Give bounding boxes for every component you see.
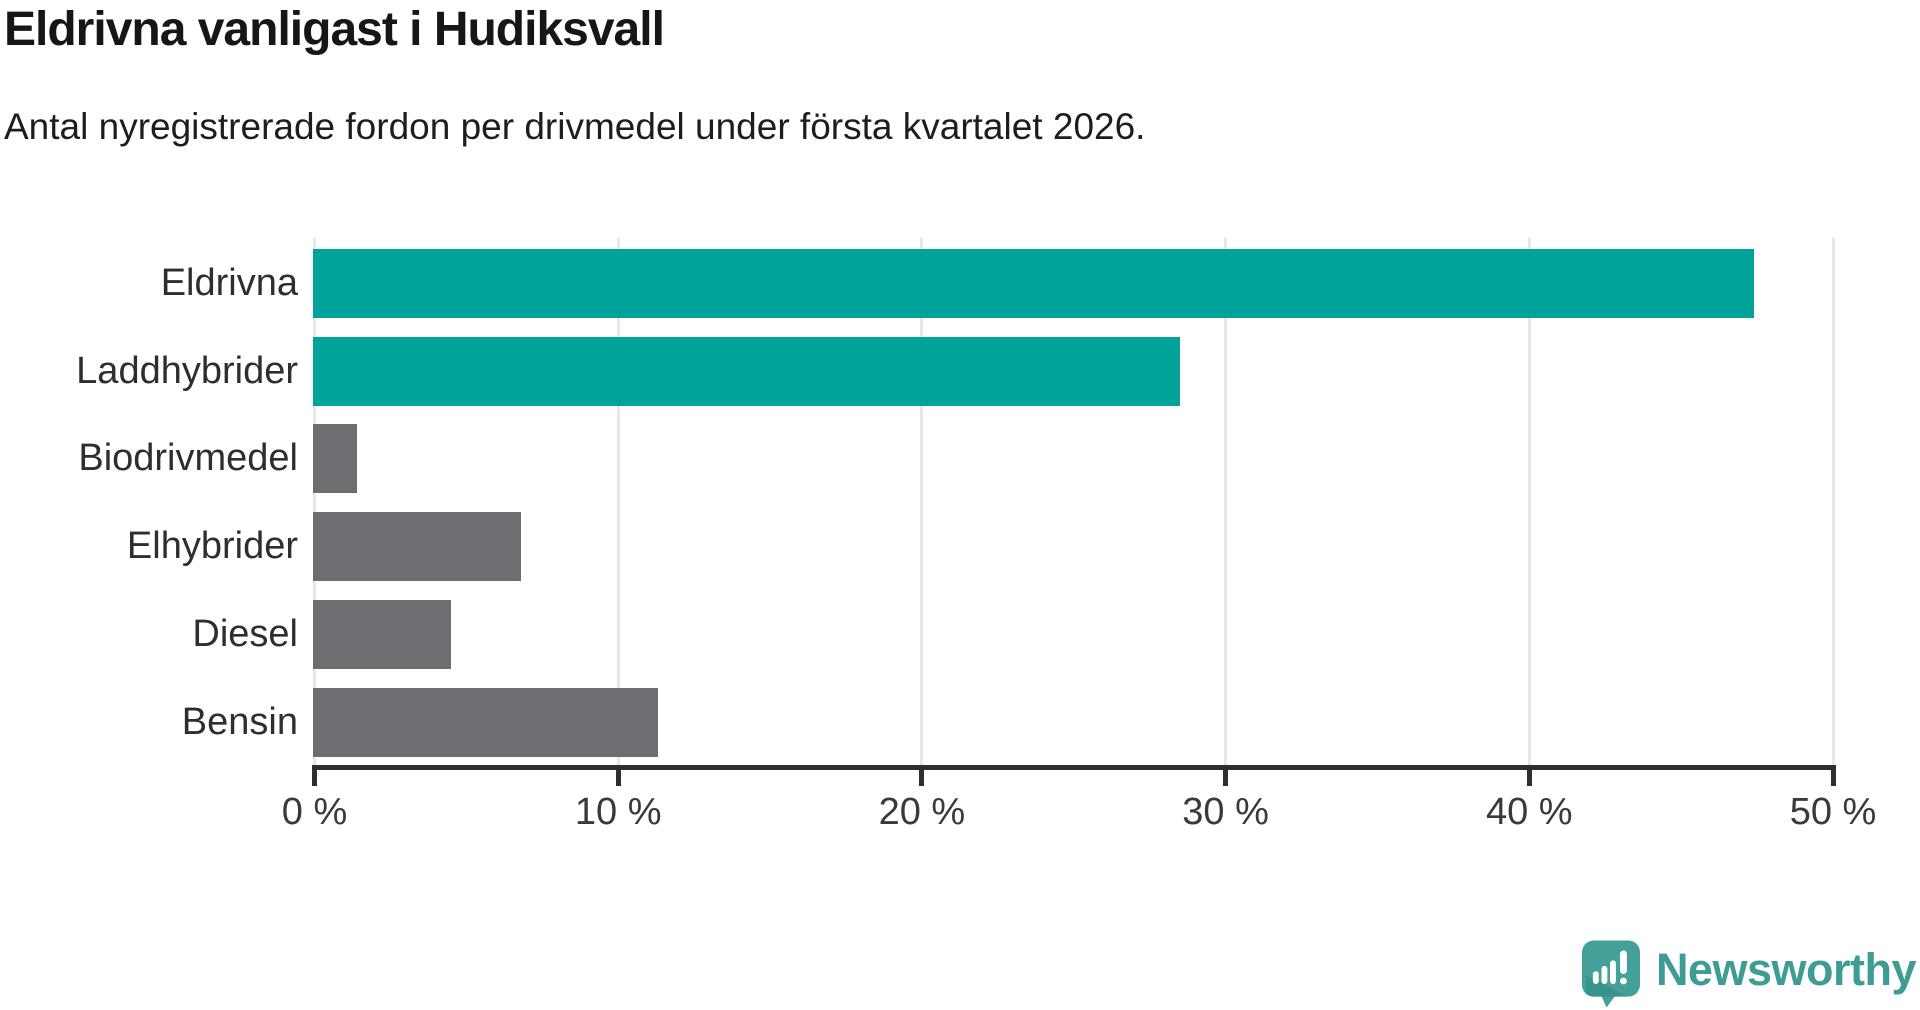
newsworthy-logo-text: Newsworthy — [1655, 943, 1917, 995]
x-gridline — [920, 238, 924, 765]
x-axis-tick-label: 0 % — [281, 791, 348, 833]
bar-elhybrider — [313, 512, 522, 582]
x-axis-tick — [615, 765, 621, 786]
x-axis-tick — [1830, 765, 1836, 786]
x-axis-tick-label: 50 % — [1789, 791, 1877, 833]
x-gridline — [1831, 238, 1835, 765]
x-axis-tick-label: 30 % — [1182, 791, 1269, 833]
bar-eldrivna — [313, 249, 1755, 318]
x-axis-tick-label: 40 % — [1485, 791, 1573, 833]
newsworthy-logo-icon — [1581, 940, 1640, 1008]
category-label: Laddhybrider — [76, 349, 298, 392]
x-axis-tick — [1526, 765, 1532, 786]
bar-diesel — [313, 599, 452, 669]
x-axis-tick — [919, 765, 925, 786]
branding-footer: Newsworthy — [1581, 940, 1917, 1008]
bar-bensin — [313, 687, 658, 757]
x-axis-line — [312, 765, 1836, 770]
category-label: Elhybrider — [126, 525, 298, 568]
x-gridline — [1224, 238, 1228, 765]
bar-biodrivmedel — [313, 424, 358, 494]
chart-title: Eldrivna vanligast i Hudiksvall — [4, 3, 665, 56]
x-axis-tick — [1223, 765, 1229, 786]
category-label: Diesel — [192, 612, 298, 655]
category-label: Eldrivna — [160, 262, 298, 304]
x-gridline — [616, 238, 620, 765]
category-label: Biodrivmedel — [78, 437, 298, 480]
x-axis-tick-label: 10 % — [574, 791, 662, 833]
category-label: Bensin — [181, 700, 298, 743]
bar-laddhybrider — [313, 336, 1181, 406]
x-gridline — [313, 238, 316, 765]
x-gridline — [1527, 238, 1531, 765]
x-axis-tick-label: 20 % — [878, 791, 966, 833]
x-axis-tick — [312, 765, 317, 786]
chart-subtitle: Antal nyregistrerade fordon per drivmede… — [4, 106, 1146, 147]
